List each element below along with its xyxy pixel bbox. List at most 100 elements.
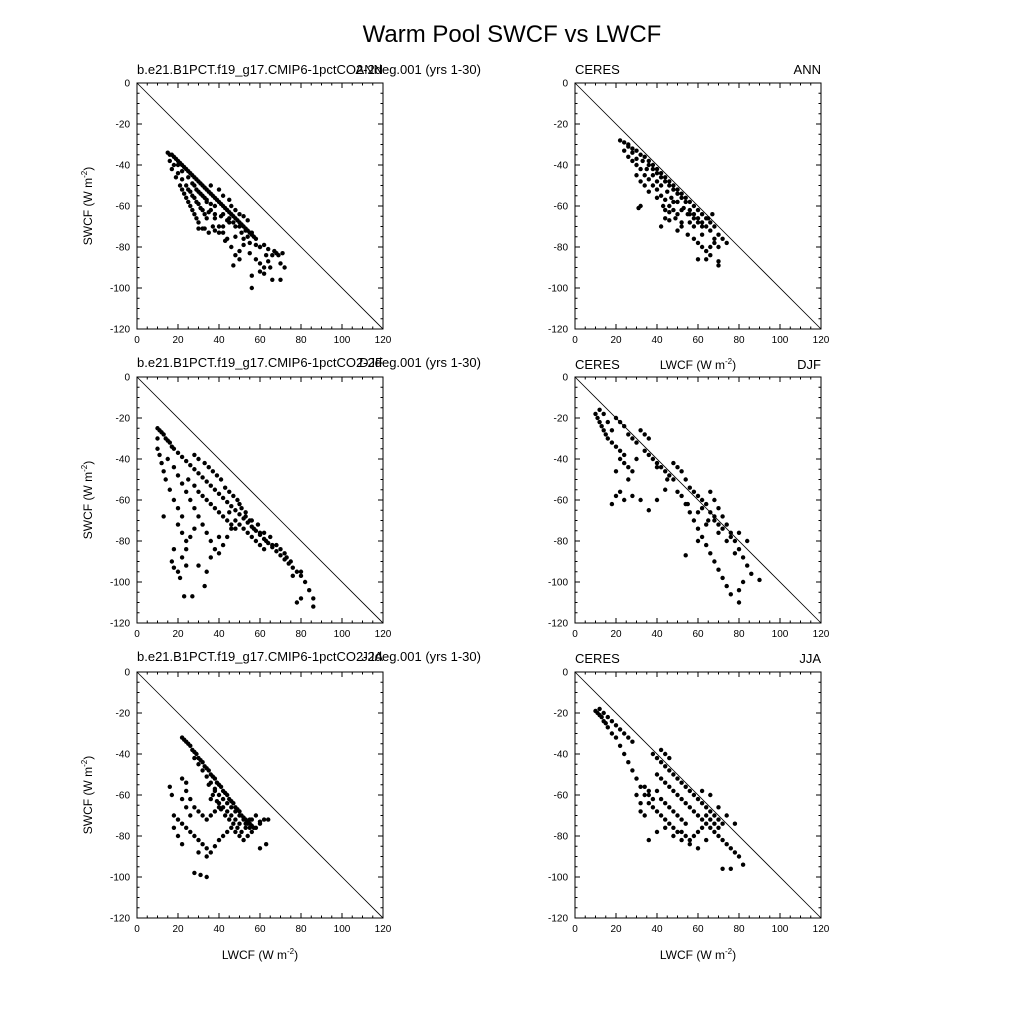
data-point: [663, 487, 668, 492]
data-point: [613, 493, 619, 499]
data-point: [708, 253, 713, 258]
data-point: [642, 154, 647, 159]
data-point: [184, 788, 189, 794]
data-point: [650, 166, 656, 172]
panel-right-label: ANN: [356, 62, 383, 77]
data-point: [716, 506, 721, 511]
data-point: [622, 148, 627, 153]
data-point: [695, 216, 701, 221]
data-point: [186, 477, 191, 482]
data-point: [302, 579, 308, 585]
data-point: [241, 236, 246, 241]
panel-left-label: b.e21.B1PCT.f19_g17.CMIP6-1pctCO2-2deg.0…: [137, 649, 481, 664]
data-point: [716, 805, 721, 810]
data-point: [212, 212, 218, 217]
x-tick-label: 100: [334, 335, 351, 346]
data-point: [687, 207, 692, 213]
data-point: [181, 594, 187, 599]
data-point: [192, 467, 197, 472]
panel-ceres-jja: CERES JJA LWCF (W m-2) 0 20 40 60 80 100 1200-…: [548, 651, 830, 962]
data-point: [227, 510, 232, 515]
data-point: [206, 768, 211, 773]
data-point: [155, 446, 160, 451]
data-point: [736, 600, 742, 605]
x-tick-label: 40: [651, 629, 663, 640]
data-point: [253, 813, 259, 818]
data-point: [650, 183, 656, 188]
data-point: [675, 191, 680, 196]
data-point: [687, 805, 692, 810]
panel-right-label: DJF: [359, 355, 383, 370]
data-point: [204, 479, 209, 484]
data-point: [720, 575, 725, 581]
data-point: [204, 530, 209, 535]
data-point: [204, 817, 209, 822]
y-tick-label: -80: [116, 537, 131, 548]
data-point: [708, 220, 713, 225]
data-point: [679, 817, 684, 822]
data-point: [605, 725, 610, 730]
data-point: [634, 456, 639, 462]
data-point: [720, 526, 725, 531]
data-point: [663, 197, 668, 203]
data-point: [188, 813, 193, 818]
data-point: [699, 506, 705, 511]
data-point: [212, 487, 218, 492]
data-point: [216, 230, 222, 235]
data-point: [691, 203, 697, 209]
data-point: [650, 796, 656, 802]
data-point: [194, 187, 199, 192]
data-point: [204, 846, 209, 851]
data-point: [642, 792, 647, 798]
data-point: [675, 228, 680, 233]
data-point: [638, 152, 643, 157]
data-point: [233, 518, 238, 523]
data-point: [253, 236, 259, 241]
data-point: [622, 751, 627, 757]
x-axis-label: LWCF (W m-2): [222, 947, 298, 962]
y-tick-label: -60: [554, 791, 569, 802]
data-point: [161, 469, 166, 474]
data-point: [208, 850, 213, 855]
x-tick-label: 0: [572, 335, 578, 346]
data-point: [220, 224, 226, 229]
data-point: [231, 821, 236, 826]
data-point: [630, 739, 635, 744]
data-point: [167, 487, 172, 492]
data-point: [642, 432, 647, 437]
data-point: [642, 784, 647, 789]
data-point: [196, 514, 201, 519]
data-point: [695, 257, 701, 262]
data-point: [261, 547, 267, 552]
data-point: [229, 805, 234, 810]
data-point: [247, 240, 252, 246]
data-point: [601, 411, 606, 417]
y-tick-label: -20: [116, 120, 131, 131]
data-point: [225, 518, 230, 523]
y-tick-label: -120: [548, 914, 568, 925]
y-tick-label: 0: [124, 79, 130, 90]
data-point: [225, 499, 230, 505]
panel-right-label: DJF: [797, 357, 821, 372]
data-point: [274, 542, 279, 548]
x-tick-label: 20: [610, 335, 622, 346]
data-point: [671, 460, 676, 466]
data-point: [239, 230, 244, 235]
data-point: [679, 837, 684, 843]
data-point: [654, 179, 660, 184]
data-point: [245, 530, 250, 535]
data-point: [646, 788, 651, 794]
data-point: [699, 825, 705, 830]
data-point: [311, 596, 316, 601]
data-point: [667, 183, 672, 188]
panel-left-label: CERES: [575, 651, 620, 666]
data-point: [233, 817, 238, 822]
data-point: [683, 784, 688, 789]
data-point: [200, 768, 205, 773]
data-point: [214, 473, 220, 478]
data-point: [716, 232, 721, 237]
data-point: [699, 817, 705, 822]
data-point: [243, 821, 248, 826]
data-point: [650, 456, 656, 462]
data-point: [196, 489, 201, 494]
